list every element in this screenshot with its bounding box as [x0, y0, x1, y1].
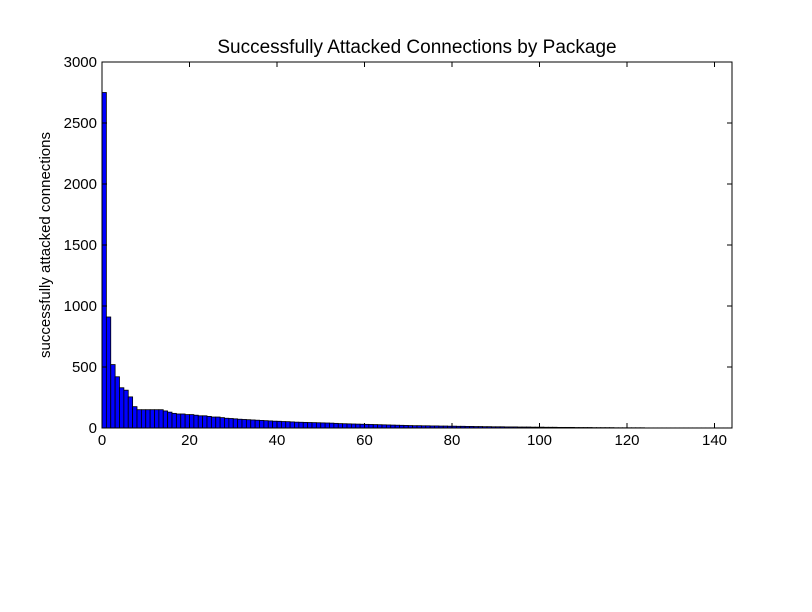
bar-9: [140, 409, 147, 429]
bar-56: [346, 423, 352, 429]
bar-0: [101, 92, 107, 429]
bar-52: [329, 422, 335, 429]
bar-51: [324, 422, 330, 429]
bar-34: [250, 419, 256, 429]
bar-40: [276, 420, 282, 429]
bar-10: [145, 409, 151, 429]
bar-21: [193, 414, 199, 429]
x-tick-label: 0: [98, 432, 106, 449]
bar-28: [224, 417, 230, 429]
bar-17: [175, 413, 182, 429]
bar-57: [350, 423, 357, 429]
bar-30: [232, 418, 239, 429]
bar-47: [307, 422, 313, 429]
bar-15: [167, 411, 173, 429]
bar-14: [162, 410, 169, 429]
bar-50: [320, 422, 326, 429]
bar-6: [127, 396, 134, 429]
bar-38: [267, 420, 274, 429]
bar-44: [294, 421, 300, 429]
bar-18: [180, 413, 186, 429]
bar-31: [237, 418, 243, 429]
y-tick-label: 1500: [64, 237, 97, 254]
bars-group: [101, 92, 733, 429]
y-tick-label: 3000: [64, 54, 97, 71]
bar-32: [241, 419, 247, 429]
bar-35: [254, 419, 260, 429]
bar-61: [368, 424, 374, 429]
bar-8: [136, 409, 142, 429]
bar-58: [355, 423, 361, 429]
ticks-group: 0 20 40 60 80 100 120 140 0 500 1000 1500 2000 2500 30…: [64, 54, 732, 449]
plot-frame: [101, 61, 733, 429]
x-tick-label: 60: [356, 432, 373, 449]
bar-39: [272, 420, 278, 429]
y-tick-label: 1000: [64, 298, 97, 315]
x-tick-label: 80: [444, 432, 461, 449]
y-tick-label: 500: [72, 359, 97, 376]
bar-41: [280, 421, 287, 429]
bar-24: [206, 416, 212, 429]
y-tick-label: 2000: [64, 176, 97, 193]
x-tick-label: 100: [527, 432, 552, 449]
bar-26: [215, 416, 221, 429]
bar-33: [245, 419, 252, 429]
bar-60: [364, 423, 370, 429]
y-tick-label: 2500: [64, 115, 97, 132]
bar-12: [154, 409, 160, 429]
bar-11: [149, 409, 155, 429]
bar-59: [359, 423, 365, 429]
bar-4: [119, 387, 125, 429]
bar-54: [337, 423, 344, 429]
bar-62: [372, 424, 379, 429]
y-tick-label: 0: [89, 420, 97, 437]
bar-16: [171, 412, 177, 429]
bar-3: [114, 376, 120, 429]
bar-53: [333, 422, 339, 429]
bar-1: [105, 316, 112, 429]
x-tick-label: 120: [614, 432, 639, 449]
bar-20: [189, 414, 195, 429]
bar-48: [311, 422, 317, 429]
bar-23: [202, 415, 208, 429]
bar-49: [315, 422, 322, 429]
x-tick-label: 140: [702, 432, 727, 449]
bar-43: [289, 421, 295, 429]
bar-2: [110, 364, 116, 429]
bar-25: [210, 416, 217, 429]
bar-46: [302, 421, 309, 429]
bar-45: [298, 421, 304, 429]
bar-55: [342, 423, 348, 429]
bar-7: [132, 406, 138, 429]
x-tick-label: 40: [269, 432, 286, 449]
bar-42: [285, 421, 291, 429]
bar-22: [197, 415, 204, 429]
x-tick-label: 20: [181, 432, 198, 449]
bar-13: [158, 409, 164, 429]
bar-27: [219, 417, 225, 429]
y-axis-label: successfully attacked connections: [37, 132, 54, 358]
bar-29: [228, 418, 234, 429]
bar-37: [263, 420, 269, 429]
bar-36: [259, 420, 265, 429]
bar-19: [184, 414, 190, 429]
bar-5: [123, 389, 129, 429]
chart-title: Successfully Attacked Connections by Pac…: [217, 37, 616, 58]
